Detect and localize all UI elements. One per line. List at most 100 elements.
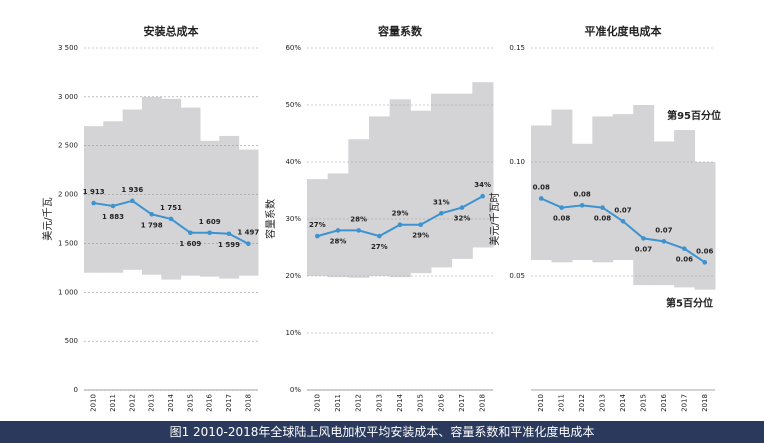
- x-tick-label: 2013: [599, 394, 607, 412]
- data-label: 1 599: [218, 241, 240, 249]
- percentile-band: [219, 135, 240, 279]
- data-label: 0.07: [635, 245, 652, 253]
- y-tick-label: 1 500: [58, 239, 78, 247]
- x-tick-label: 2011: [558, 394, 566, 412]
- x-tick-label: 2011: [334, 394, 342, 412]
- percentile-band: [369, 116, 391, 277]
- y-tick-label: 3 500: [58, 44, 78, 52]
- y-tick-label: 3 000: [58, 93, 78, 101]
- x-tick-label: 2014: [619, 393, 627, 411]
- data-point: [641, 236, 646, 241]
- data-point: [110, 203, 116, 209]
- percentile-band: [633, 105, 655, 286]
- data-label: 29%: [392, 210, 409, 218]
- percentile-band: [180, 107, 201, 276]
- x-tick-label: 2018: [244, 394, 252, 412]
- data-point: [661, 239, 667, 244]
- y-tick-label: 2 000: [58, 191, 78, 199]
- y-tick-label: 40%: [285, 158, 301, 166]
- percentile-band: [551, 109, 573, 263]
- y-tick-label: 50%: [285, 101, 301, 109]
- data-point: [579, 203, 585, 208]
- x-tick-label: 2012: [578, 394, 586, 412]
- data-point: [397, 222, 403, 227]
- data-label: 1 913: [83, 188, 105, 196]
- annotation: 第95百分位: [667, 109, 721, 122]
- percentile-band: [200, 140, 220, 277]
- y-tick-label: 0.15: [509, 44, 525, 52]
- chart-title: 平准化度电成本: [585, 24, 662, 38]
- y-tick-label: 0.05: [509, 272, 525, 280]
- y-tick-label: 0.10: [509, 158, 525, 166]
- data-point: [188, 230, 193, 236]
- data-label: 27%: [309, 221, 326, 229]
- percentile-band: [161, 98, 182, 280]
- data-label: 1 751: [160, 204, 182, 212]
- data-label: 27%: [371, 243, 388, 251]
- x-tick-label: 2015: [186, 394, 194, 412]
- x-tick-label: 2017: [225, 394, 233, 412]
- data-point: [149, 212, 154, 217]
- x-tick-label: 2015: [417, 394, 425, 412]
- data-label: 0.08: [533, 183, 550, 191]
- data-label: 0.07: [655, 226, 672, 234]
- x-tick-label: 2010: [537, 394, 545, 412]
- data-label: 1 609: [179, 240, 201, 248]
- x-tick-label: 2014: [396, 393, 404, 411]
- caption: 图1 2010-2018年全球陆上风电加权平均安装成本、容量系数和平准化度电成本: [0, 421, 764, 443]
- data-point: [356, 228, 361, 233]
- x-tick-label: 2010: [313, 394, 321, 412]
- data-point: [600, 205, 605, 210]
- percentile-band: [142, 96, 162, 275]
- y-tick-label: 30%: [285, 215, 301, 223]
- data-label: 1 883: [102, 213, 124, 221]
- data-point: [418, 222, 423, 227]
- data-label: 28%: [330, 237, 347, 245]
- data-point: [315, 233, 320, 239]
- x-tick-label: 2017: [680, 394, 688, 412]
- data-label: 0.06: [696, 247, 713, 255]
- y-axis-label: 美元/千瓦: [41, 197, 54, 240]
- x-tick-label: 2013: [375, 394, 383, 412]
- data-label: 0.08: [573, 190, 590, 198]
- data-point: [439, 211, 444, 216]
- percentile-band: [348, 139, 370, 278]
- percentile-band: [472, 82, 494, 248]
- percentile-band: [653, 141, 675, 286]
- data-point: [377, 233, 382, 239]
- data-label: 31%: [433, 198, 450, 206]
- data-point: [130, 198, 135, 204]
- data-point: [538, 196, 544, 201]
- percentile-band: [84, 126, 104, 273]
- percentile-band: [674, 130, 696, 288]
- percentile-band: [238, 149, 259, 276]
- x-tick-label: 2016: [437, 393, 445, 411]
- data-label: 1 609: [199, 218, 221, 226]
- x-tick-label: 2013: [148, 394, 156, 412]
- x-tick-label: 2012: [355, 394, 363, 412]
- y-tick-label: 0: [74, 386, 78, 394]
- data-label: 0.06: [676, 256, 693, 264]
- x-tick-label: 2016: [206, 393, 214, 411]
- x-tick-label: 2017: [458, 394, 466, 412]
- data-point: [459, 205, 465, 210]
- y-tick-label: 1 000: [58, 288, 78, 296]
- percentile-band: [103, 121, 124, 273]
- data-label: 1 798: [141, 221, 163, 229]
- y-axis-label: 美元/千瓦时: [488, 192, 501, 245]
- x-tick-label: 2011: [109, 394, 117, 412]
- y-tick-label: 0%: [290, 386, 301, 394]
- data-point: [702, 260, 708, 265]
- y-tick-label: 10%: [285, 329, 301, 337]
- percentile-band: [612, 114, 634, 261]
- y-tick-label: 20%: [285, 272, 301, 280]
- x-tick-label: 2014: [167, 393, 175, 411]
- chart-title: 安装总成本: [144, 24, 199, 38]
- x-tick-label: 2018: [701, 394, 709, 412]
- data-point: [226, 231, 232, 237]
- chart-title: 容量系数: [377, 24, 423, 38]
- data-label: 0.07: [614, 206, 631, 214]
- x-tick-label: 2015: [639, 394, 647, 412]
- data-point: [559, 205, 564, 210]
